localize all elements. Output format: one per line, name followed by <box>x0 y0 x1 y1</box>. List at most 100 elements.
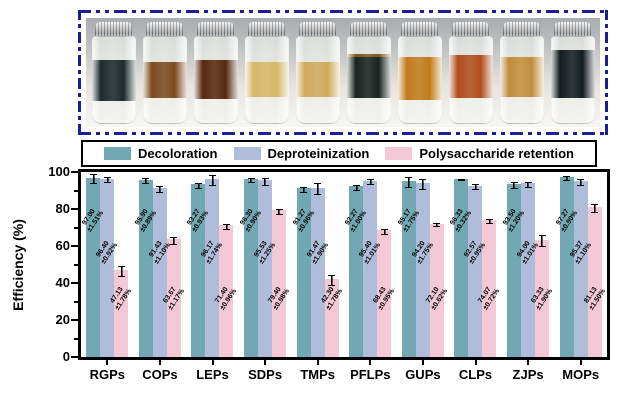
y-major-tick <box>71 356 78 358</box>
x-tick-label-ZJPs: ZJPs <box>512 367 544 382</box>
x-tick-label-PFLPs: PFLPs <box>350 367 391 382</box>
error-bar <box>524 181 532 188</box>
x-tick <box>421 360 424 365</box>
vial-liquid <box>244 61 289 97</box>
y-minor-tick <box>74 263 78 266</box>
vial <box>244 22 290 124</box>
bar <box>100 178 115 357</box>
bar <box>363 180 378 357</box>
error-bar <box>142 178 150 184</box>
plot-area: 97.00 ±1.51% 96.40 ±0.92% 47.13 ±1.78% 95.90 ±0… <box>81 172 607 357</box>
bar <box>377 230 392 357</box>
vial-liquid <box>448 55 493 99</box>
y-minor-tick <box>74 300 78 303</box>
bar <box>138 179 153 357</box>
bar-group-GUPs: 95.17 ±1.75% 94.20 ±1.75% 72.10 ±0.62% <box>397 172 449 357</box>
error-bar <box>170 237 178 245</box>
bar-group-SDPs: 96.30 ±0.90% 95.53 ±1.25% 79.40 ±0.98% <box>239 172 292 357</box>
error-bar <box>103 177 111 184</box>
vial-body <box>499 36 544 124</box>
error-bar <box>380 229 388 235</box>
bar <box>401 180 416 357</box>
x-tick <box>264 360 267 365</box>
bar-group-MOPs: 97.27 ±0.90% 95.37 ±1.10% 81.13 ±1.50% <box>554 172 607 357</box>
x-tick-label-LEPs: LEPs <box>196 367 229 382</box>
vial-cap <box>452 22 489 38</box>
bar <box>258 180 273 357</box>
vial-liquid <box>346 53 391 98</box>
y-major-tick <box>71 282 78 284</box>
error-bar <box>563 175 571 182</box>
efficiency-bar-chart: Decoloration Deproteinization Polysacchari… <box>10 140 610 388</box>
y-tick-label: 20 <box>55 312 70 327</box>
plot-frame: 97.00 ±1.51% 96.40 ±0.92% 47.13 ±1.78% 95.90 ±0… <box>78 169 610 360</box>
bar <box>152 187 167 357</box>
vial-liquid <box>550 50 595 99</box>
legend-item: Polysaccharide retention <box>385 146 574 161</box>
vial <box>91 22 137 124</box>
legend-swatch <box>233 147 261 160</box>
legend-label: Decoloration <box>138 146 218 161</box>
x-tick <box>579 360 582 365</box>
error-bar <box>261 177 269 186</box>
y-tick-label: 80 <box>55 201 70 216</box>
vial-body <box>193 36 238 124</box>
bar <box>482 219 497 357</box>
vial-cap <box>503 22 540 38</box>
x-tick-label-TMPs: TMPs <box>300 367 336 382</box>
y-major-tick <box>71 171 78 173</box>
error-bar <box>419 178 427 190</box>
y-tick-label: 0 <box>62 349 70 364</box>
vial <box>499 22 545 124</box>
bar <box>296 188 311 357</box>
bar <box>468 185 483 357</box>
x-tick-label-GUPs: GUPs <box>405 367 441 382</box>
error-bar <box>405 177 413 189</box>
error-bar <box>433 223 441 228</box>
error-bar <box>300 186 308 193</box>
vial <box>346 22 392 124</box>
x-tick-label-RGPs: RGPs <box>89 367 125 382</box>
y-major-tick <box>71 245 78 247</box>
bar <box>587 206 602 357</box>
bar <box>349 186 364 357</box>
error-bar <box>471 184 479 191</box>
bar <box>429 223 444 357</box>
error-bar <box>247 177 255 184</box>
x-tick-label-COPs: COPs <box>142 367 178 382</box>
bar <box>86 177 101 357</box>
bar <box>507 184 522 357</box>
error-bar <box>591 203 599 214</box>
bar-group-COPs: 95.90 ±0.89% 91.43 ±1.10% 63.67 ±1.17% <box>134 172 186 357</box>
error-bar <box>194 183 202 189</box>
y-tick-label: 40 <box>55 275 70 290</box>
error-bar <box>117 265 125 278</box>
error-bar <box>577 178 585 186</box>
x-tick <box>474 360 477 365</box>
sample-vials-photo <box>86 18 600 127</box>
vial-cap <box>146 22 183 38</box>
y-axis-title: Efficiency (%) <box>8 169 28 360</box>
legend-swatch <box>104 147 132 160</box>
vial <box>142 22 188 124</box>
error-bar <box>538 235 546 248</box>
y-major-tick <box>71 319 78 321</box>
vial-liquid <box>193 59 238 100</box>
error-bar <box>352 184 360 192</box>
legend-item: Deproteinization <box>233 146 369 161</box>
bar <box>310 187 325 357</box>
vial <box>397 22 443 124</box>
bar <box>415 182 430 357</box>
bar <box>559 177 574 357</box>
vial-liquid <box>295 61 340 97</box>
error-bar <box>208 175 216 187</box>
bar-group-RGPs: 97.00 ±1.51% 96.40 ±0.92% 47.13 ±1.78% <box>81 172 134 357</box>
bar-group-CLPs: 96.33 ±0.32% 92.57 ±0.95% 74.07 ±0.72% <box>449 172 502 357</box>
vial-cap <box>197 22 234 38</box>
vial-liquid <box>397 57 442 101</box>
legend-item: Decoloration <box>104 146 218 161</box>
vial <box>295 22 341 124</box>
x-tick-label-SDPs: SDPs <box>248 367 283 382</box>
error-bar <box>328 274 336 286</box>
